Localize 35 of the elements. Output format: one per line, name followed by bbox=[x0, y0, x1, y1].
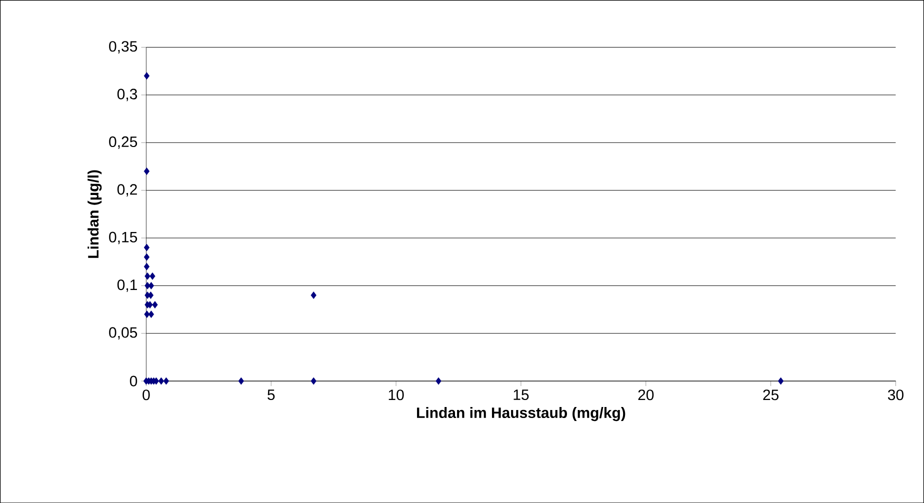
point bbox=[148, 282, 154, 290]
point bbox=[144, 310, 150, 318]
x-tick-label: 20 bbox=[638, 389, 654, 400]
point bbox=[310, 291, 316, 299]
point bbox=[144, 167, 150, 175]
point bbox=[238, 377, 244, 385]
x-tick-label: 15 bbox=[514, 389, 529, 400]
y-tick-label: 0,25 bbox=[109, 136, 138, 149]
y-tick-label: 0,15 bbox=[109, 232, 138, 244]
y-tick-label: 0 bbox=[130, 376, 138, 386]
x-tick-label: 5 bbox=[268, 389, 275, 400]
point bbox=[144, 72, 150, 80]
x-tick-label: 25 bbox=[763, 389, 779, 400]
point bbox=[150, 272, 156, 280]
x-axis-title: Lindan im Hausstaub (mg/kg) bbox=[417, 406, 626, 421]
point bbox=[436, 377, 442, 385]
point bbox=[144, 262, 150, 270]
x-tick-label: 30 bbox=[888, 389, 904, 400]
x-tick-label: 10 bbox=[388, 389, 404, 400]
y-tick-label: 0,35 bbox=[109, 40, 138, 54]
y-tick-label: 0,2 bbox=[117, 184, 137, 196]
y-tick-label: 0,1 bbox=[117, 279, 137, 292]
point bbox=[158, 377, 164, 385]
y-tick-label: 0,3 bbox=[117, 88, 138, 102]
y-tick-label: 0,05 bbox=[109, 327, 138, 340]
x-tick-label: 0 bbox=[142, 389, 150, 400]
point bbox=[144, 272, 150, 280]
point bbox=[144, 253, 150, 261]
point bbox=[310, 377, 316, 385]
point bbox=[163, 377, 170, 385]
point bbox=[144, 244, 150, 252]
point bbox=[148, 310, 154, 318]
point bbox=[778, 377, 784, 385]
y-axis-title: Lindan (µg/l) bbox=[88, 170, 102, 258]
point bbox=[152, 300, 158, 308]
